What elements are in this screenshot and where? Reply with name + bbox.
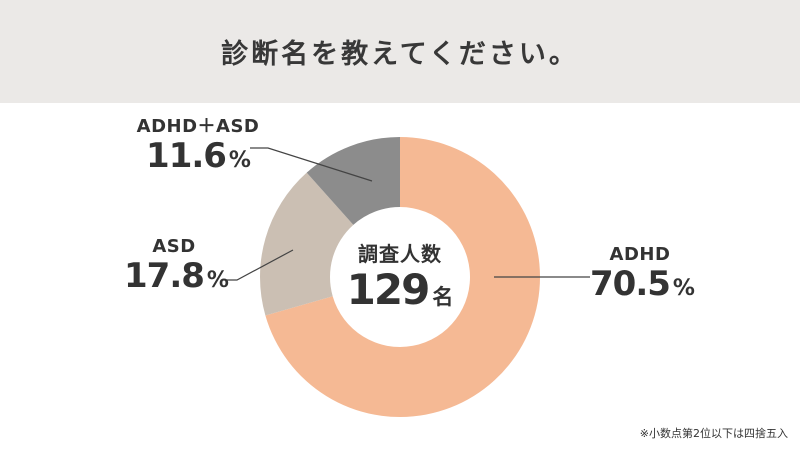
rounding-footnote: ※小数点第2位以下は四捨五入 xyxy=(639,427,788,440)
label-adhd-asd-name: ADHD＋ASD xyxy=(136,116,260,137)
label-asd: ASD 17.8% xyxy=(124,236,229,296)
header-banner: 診断名を教えてください。 xyxy=(0,0,800,103)
label-adhd-value: 70.5% xyxy=(590,264,695,304)
label-adhd-asd-value: 11.6% xyxy=(146,136,251,176)
label-asd-value: 17.8% xyxy=(124,256,229,296)
chart-title: 診断名を教えてください。 xyxy=(221,39,579,70)
donut-slice-adhd-asd xyxy=(306,137,400,225)
label-asd-name: ASD xyxy=(152,236,196,257)
respondents-count: 129 名 xyxy=(346,265,454,314)
donut-slice-adhd xyxy=(265,137,540,417)
label-adhd-asd: ADHD＋ASD 11.6% xyxy=(132,116,264,176)
leader-line xyxy=(222,249,294,281)
center-summary: 調査人数 129 名 xyxy=(340,238,460,311)
donut-slice-asd xyxy=(260,172,354,316)
respondents-caption: 調査人数 xyxy=(358,242,442,266)
label-adhd-name: ADHD xyxy=(609,244,671,265)
label-adhd: ADHD 70.5% xyxy=(590,244,695,304)
leader-line xyxy=(250,147,373,182)
